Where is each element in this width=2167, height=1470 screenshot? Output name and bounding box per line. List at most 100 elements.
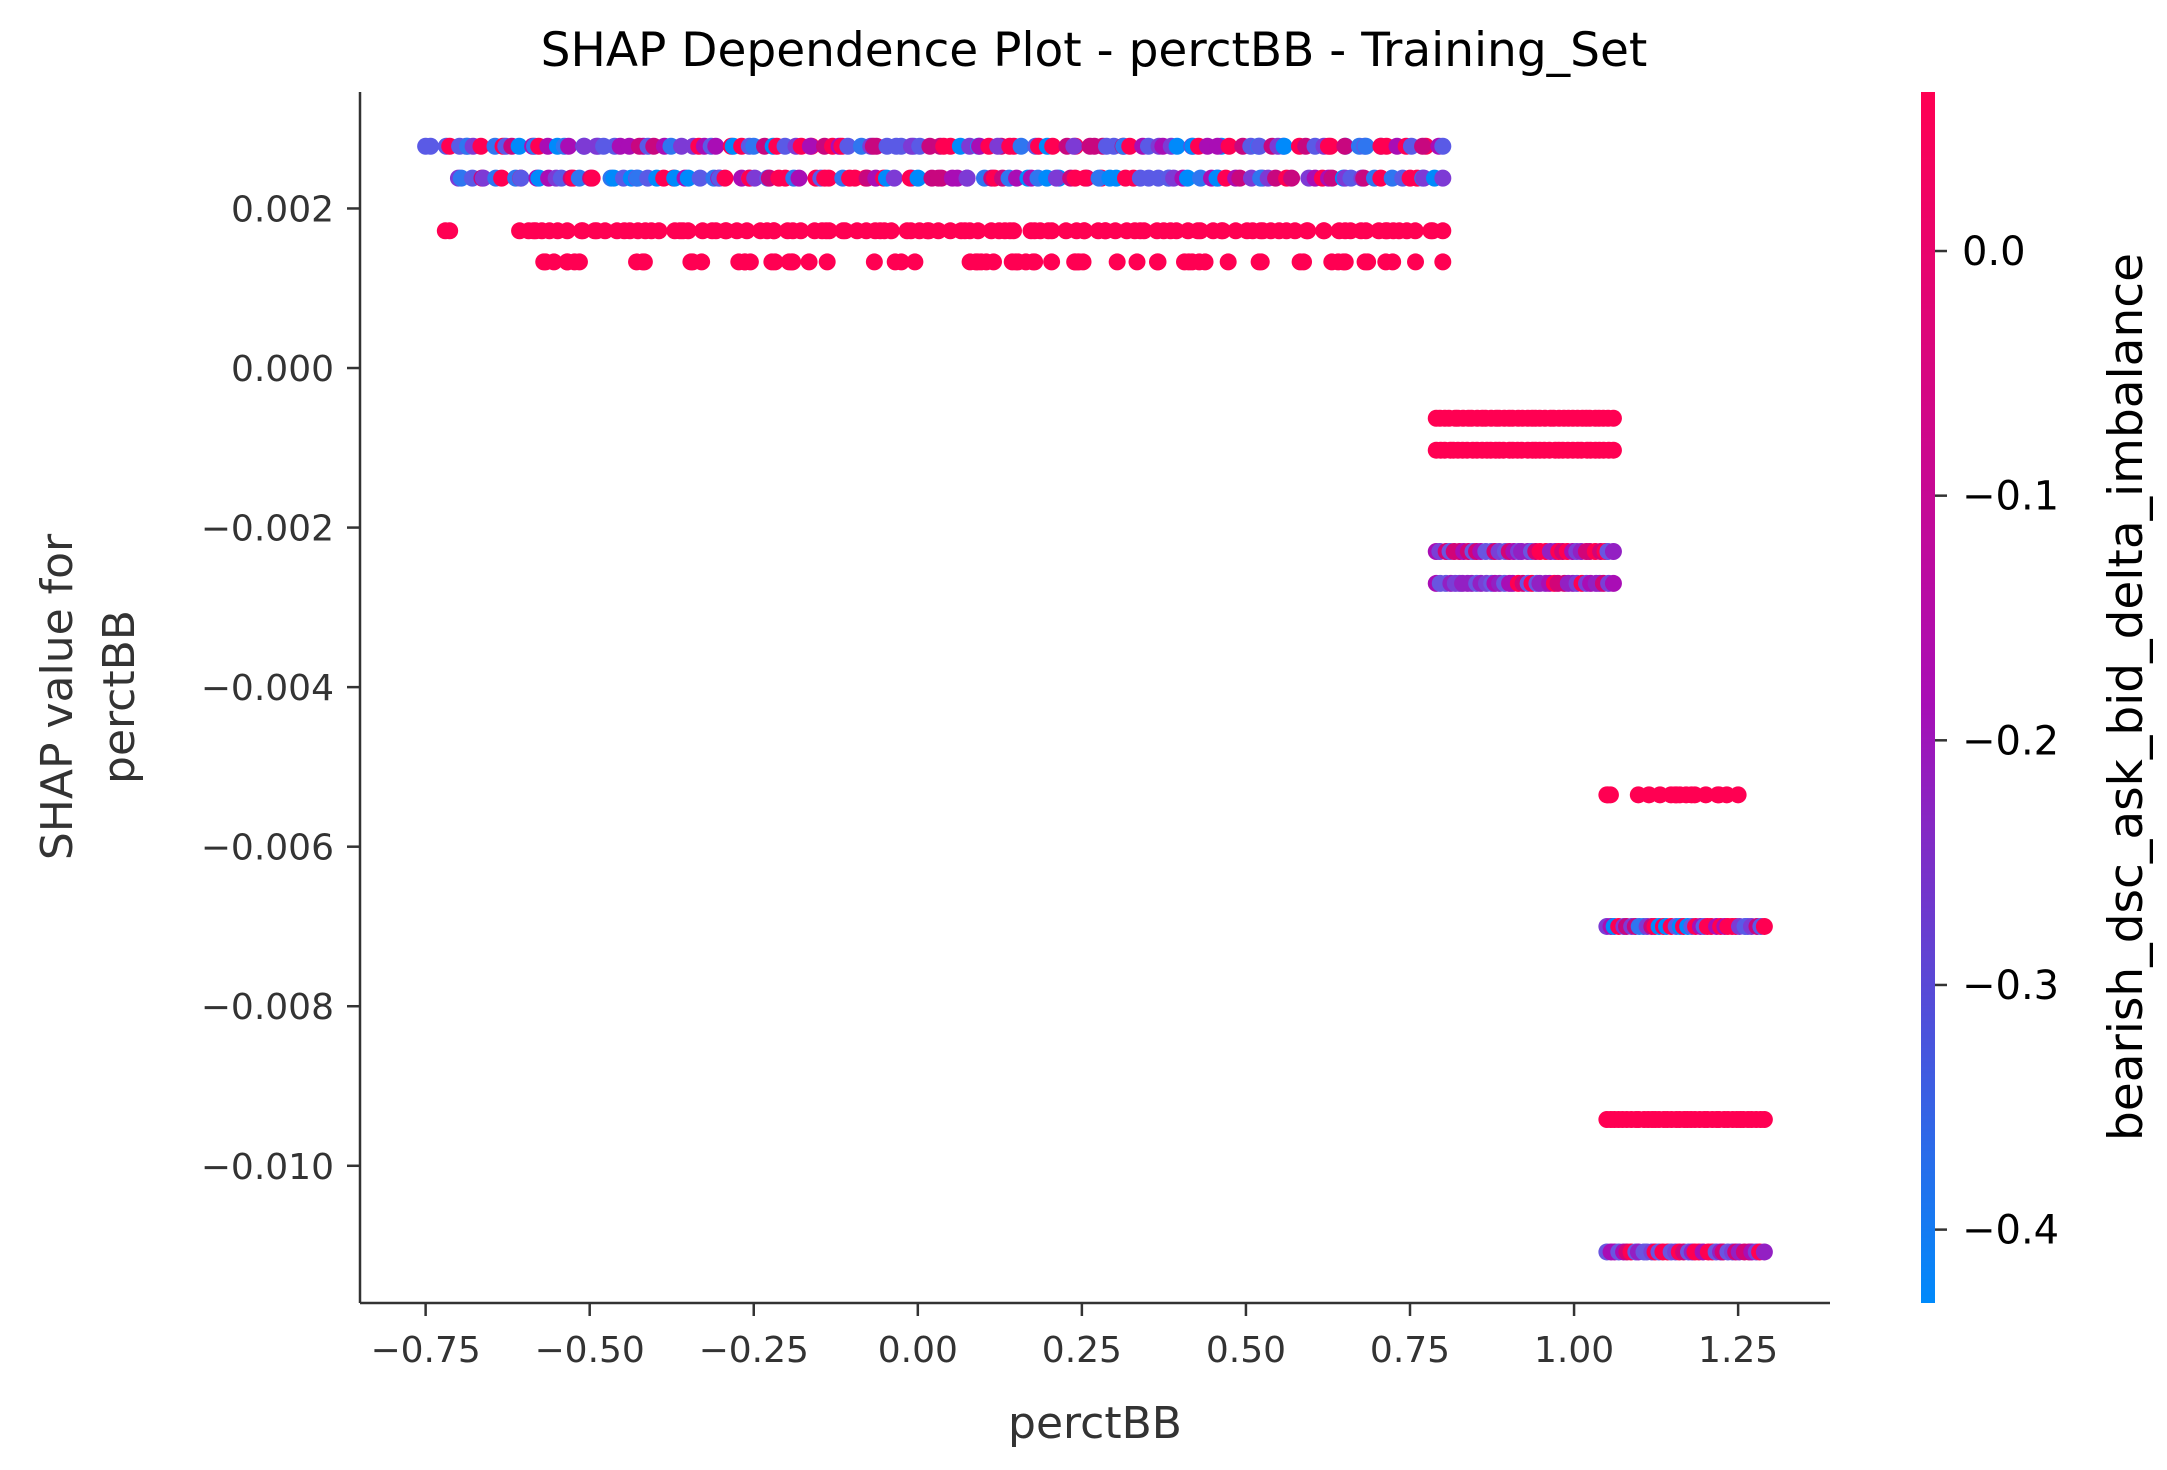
data-point: [972, 253, 990, 271]
data-point: [1315, 222, 1333, 240]
data-point: [1213, 222, 1231, 240]
data-point: [1043, 253, 1061, 271]
data-point: [575, 137, 593, 155]
data-point: [1359, 253, 1377, 271]
data-point: [1319, 137, 1337, 155]
data-point: [707, 137, 725, 155]
data-point: [1357, 137, 1375, 155]
data-point: [1003, 253, 1021, 271]
colorbar-tick-label: −0.2: [1962, 718, 2059, 764]
data-point: [691, 169, 709, 187]
data-point: [493, 169, 511, 187]
data-point: [885, 169, 903, 187]
data-point: [716, 169, 734, 187]
data-point: [679, 222, 697, 240]
data-point: [801, 137, 819, 155]
data-point: [1298, 222, 1316, 240]
colorbar-tick-label: −0.3: [1962, 963, 2059, 1009]
data-point: [679, 169, 697, 187]
data-point: [1076, 169, 1094, 187]
data-point: [422, 137, 440, 155]
data-point: [1074, 253, 1092, 271]
data-point: [763, 253, 781, 271]
data-point: [1252, 253, 1270, 271]
data-point: [864, 137, 882, 155]
data-point: [1065, 137, 1083, 155]
y-axis-label: SHAP value for perctBB: [32, 533, 145, 860]
data-point: [1250, 137, 1268, 155]
y-tick-label: 0.000: [231, 349, 334, 390]
data-point: [1044, 137, 1062, 155]
data-point: [560, 137, 578, 155]
data-point: [1283, 169, 1301, 187]
data-point: [1755, 1243, 1773, 1261]
data-point: [1755, 917, 1773, 935]
data-point: [817, 222, 835, 240]
data-point: [1043, 222, 1061, 240]
data-point: [780, 253, 798, 271]
data-point: [746, 169, 764, 187]
data-point: [834, 222, 852, 240]
data-point: [929, 169, 947, 187]
data-point: [1434, 222, 1452, 240]
x-tick-label: −0.25: [699, 1330, 809, 1371]
y-ticks: 0.002 0.000 −0.002 −0.004 −0.006 −0.008 −0.010: [201, 189, 360, 1188]
data-point: [1604, 574, 1622, 592]
data-point: [1017, 253, 1035, 271]
data-point: [1683, 786, 1701, 804]
data-point: [1336, 137, 1354, 155]
data-point: [1434, 253, 1452, 271]
x-tick-label: 1.00: [1534, 1330, 1614, 1371]
data-point: [969, 222, 987, 240]
data-point: [865, 253, 883, 271]
data-point: [1357, 222, 1375, 240]
data-point: [1219, 253, 1237, 271]
x-tick-label: 0.75: [1370, 1330, 1450, 1371]
data-point: [1108, 253, 1126, 271]
y-axis-label-line-1: SHAP value for: [32, 533, 83, 860]
y-tick-label: −0.008: [201, 987, 334, 1028]
data-point: [882, 222, 900, 240]
data-point: [929, 222, 947, 240]
data-point: [441, 222, 459, 240]
data-point: [1329, 253, 1347, 271]
data-point: [1295, 253, 1313, 271]
colorbar-ticks: 0.0 −0.1 −0.2 −0.3 −0.4: [1935, 229, 2059, 1254]
data-point: [596, 222, 614, 240]
data-point: [1148, 253, 1166, 271]
x-tick-label: 0.00: [878, 1330, 958, 1371]
data-point: [512, 169, 530, 187]
data-point: [1377, 253, 1395, 271]
data-point: [1135, 222, 1153, 240]
data-point: [1286, 222, 1304, 240]
data-point: [558, 222, 576, 240]
data-point: [583, 169, 601, 187]
data-point: [1190, 253, 1208, 271]
data-point: [839, 137, 857, 155]
data-point: [566, 253, 584, 271]
y-tick-label: 0.002: [231, 189, 334, 230]
data-point: [1407, 253, 1425, 271]
data-point: [1406, 222, 1424, 240]
data-point: [1710, 786, 1728, 804]
points-layer: [417, 137, 1773, 1261]
data-point: [1434, 169, 1452, 187]
data-point: [989, 137, 1007, 155]
data-point: [474, 169, 492, 187]
data-point: [800, 253, 818, 271]
data-point: [574, 222, 592, 240]
data-point: [1666, 786, 1684, 804]
data-point: [1128, 253, 1146, 271]
y-axis-label-line-2: perctBB: [94, 610, 145, 784]
data-point: [820, 169, 838, 187]
data-point: [1275, 137, 1293, 155]
data-point: [1121, 137, 1139, 155]
data-point: [684, 253, 702, 271]
data-point: [1220, 137, 1238, 155]
chart-title: SHAP Dependence Plot - perctBB - Trainin…: [541, 23, 1648, 78]
data-point: [1604, 409, 1622, 427]
data-point: [790, 169, 808, 187]
data-point: [537, 253, 555, 271]
data-point: [1434, 137, 1452, 155]
